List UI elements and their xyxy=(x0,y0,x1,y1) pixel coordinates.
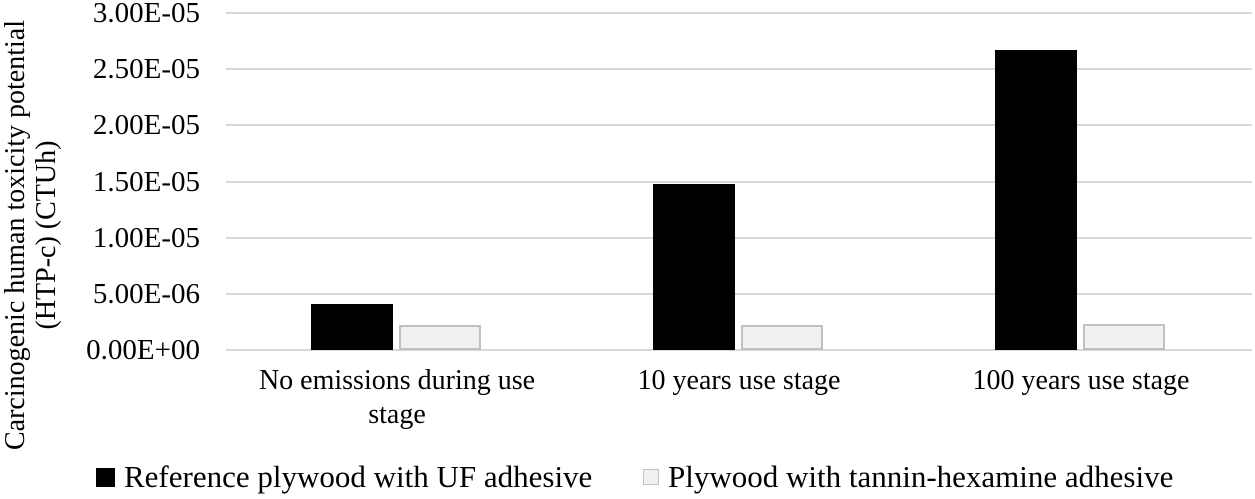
bar-series0-group2 xyxy=(995,50,1077,350)
gridline xyxy=(226,349,1252,351)
bar-series1-group1 xyxy=(741,325,823,350)
legend-label-uf-adhesive: Reference plywood with UF adhesive xyxy=(124,459,593,494)
gridline xyxy=(226,292,1252,295)
gridline xyxy=(226,124,1252,127)
legend-item-tannin-hexamine: Plywood with tannin-hexamine adhesive xyxy=(643,457,1173,497)
plot-area xyxy=(226,12,1252,351)
y-tick-label: 2.50E-05 xyxy=(92,53,200,86)
y-tick-label: 1.50E-05 xyxy=(92,165,200,198)
y-tick-label: 2.00E-05 xyxy=(92,109,200,142)
gridline xyxy=(226,12,1252,14)
legend-item-uf-adhesive: Reference plywood with UF adhesive xyxy=(96,457,592,497)
y-tick-label: 3.00E-05 xyxy=(92,0,200,29)
gridline xyxy=(226,236,1252,239)
x-category-label: No emissions during use stage xyxy=(258,365,536,430)
legend: Reference plywood with UF adhesive Plywo… xyxy=(0,457,1255,499)
bar-series1-group2 xyxy=(1083,324,1165,350)
y-tick-label: 1.00E-05 xyxy=(92,221,200,254)
gridline xyxy=(226,180,1252,183)
legend-swatch-gray-icon xyxy=(643,469,659,485)
bar-series0-group0 xyxy=(311,303,393,350)
bar-series1-group0 xyxy=(399,325,481,350)
bar-series0-group1 xyxy=(653,183,735,350)
x-category-label: 10 years use stage xyxy=(637,365,841,396)
legend-swatch-black-icon xyxy=(96,467,115,487)
y-tick-label: 0.00E+00 xyxy=(86,334,200,366)
legend-label-tannin-hexamine: Plywood with tannin-hexamine adhesive xyxy=(668,459,1174,494)
gridline xyxy=(226,68,1252,71)
y-tick-label: 5.00E-06 xyxy=(92,277,200,310)
x-category-label: 100 years use stage xyxy=(972,365,1190,396)
y-axis-ticks: 3.00E-05 2.50E-05 2.00E-05 1.50E-05 1.00E-05… xyxy=(0,0,200,370)
